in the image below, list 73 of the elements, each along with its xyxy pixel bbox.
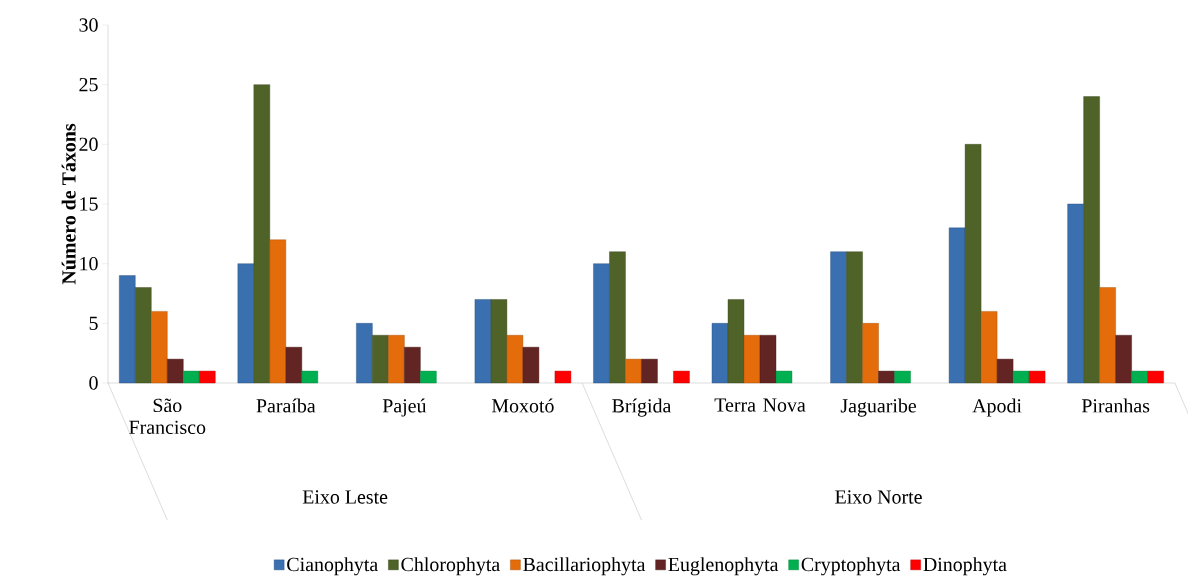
bar xyxy=(135,287,152,384)
y-tick-label: 25 xyxy=(79,77,98,92)
bar xyxy=(996,358,1014,384)
bar xyxy=(878,370,895,384)
legend-label: Cryptophyta xyxy=(801,557,901,576)
bar xyxy=(285,346,303,384)
bar xyxy=(474,299,492,384)
x-tick-label: Pajeú xyxy=(382,398,427,417)
bar xyxy=(269,239,287,384)
text: Eixo Norte xyxy=(835,490,922,504)
bar xyxy=(119,275,136,384)
bar xyxy=(356,323,373,384)
bar xyxy=(1131,370,1148,384)
bar xyxy=(253,84,271,384)
legend-label: Euglenophyta xyxy=(668,557,779,576)
legend-label: Dinophyta xyxy=(923,557,1007,576)
bar xyxy=(641,358,658,384)
bar xyxy=(167,358,184,384)
y-tick-label: 30 xyxy=(79,18,98,32)
bar xyxy=(1147,370,1164,384)
y-tick-label: 20 xyxy=(79,137,98,152)
bar xyxy=(1115,335,1132,384)
bar xyxy=(183,370,200,384)
bar xyxy=(711,323,729,384)
x-tick-label: Terra Nova xyxy=(714,398,806,412)
bar xyxy=(1099,287,1116,384)
bar xyxy=(151,311,168,384)
legend-label: Cianophyta xyxy=(287,557,378,576)
x-tick-label: Piranhas xyxy=(1081,398,1150,413)
x-tick-label: Jaguaribe xyxy=(840,398,917,417)
legend-label: Chlorophyta xyxy=(401,557,500,576)
legend-label: Bacillariophyta xyxy=(523,557,646,576)
bar xyxy=(894,370,911,384)
bar xyxy=(372,335,389,384)
bar xyxy=(554,370,572,384)
bar xyxy=(522,346,540,384)
x-tick-label: Moxotó xyxy=(491,398,554,413)
bar xyxy=(775,370,793,384)
bar xyxy=(1067,203,1084,384)
bar xyxy=(673,370,690,384)
bar xyxy=(862,323,879,384)
bar xyxy=(1083,96,1100,384)
bar xyxy=(1012,370,1030,384)
x-tick-label: Apodi xyxy=(972,398,1022,417)
bar xyxy=(237,263,255,384)
y-tick-label: 10 xyxy=(80,256,98,271)
x-tick-label: Brígida xyxy=(612,398,672,417)
bar xyxy=(743,335,761,384)
bar xyxy=(490,299,508,384)
y-axis-title: Número de Táxons xyxy=(61,123,76,285)
y-tick-label: 0 xyxy=(89,376,98,390)
bar xyxy=(830,251,847,384)
bar xyxy=(846,251,863,384)
bar xyxy=(301,370,319,384)
bar xyxy=(625,358,642,384)
y-tick-label: 15 xyxy=(80,197,98,211)
bar xyxy=(199,370,216,384)
bar xyxy=(609,251,626,384)
bar xyxy=(388,335,405,384)
y-tick-label: 5 xyxy=(89,316,98,330)
x-tick-label: São Francisco xyxy=(129,398,206,435)
bar xyxy=(948,227,966,384)
bar xyxy=(964,144,982,384)
bar xyxy=(727,299,745,384)
text: Eixo Leste xyxy=(302,490,388,504)
bar xyxy=(1028,370,1046,384)
bar xyxy=(404,346,421,384)
bar xyxy=(506,335,524,384)
bar xyxy=(980,311,998,384)
bar xyxy=(593,263,610,384)
x-tick-label: Paraíba xyxy=(256,398,316,413)
bar xyxy=(759,335,777,384)
bar xyxy=(420,370,437,384)
